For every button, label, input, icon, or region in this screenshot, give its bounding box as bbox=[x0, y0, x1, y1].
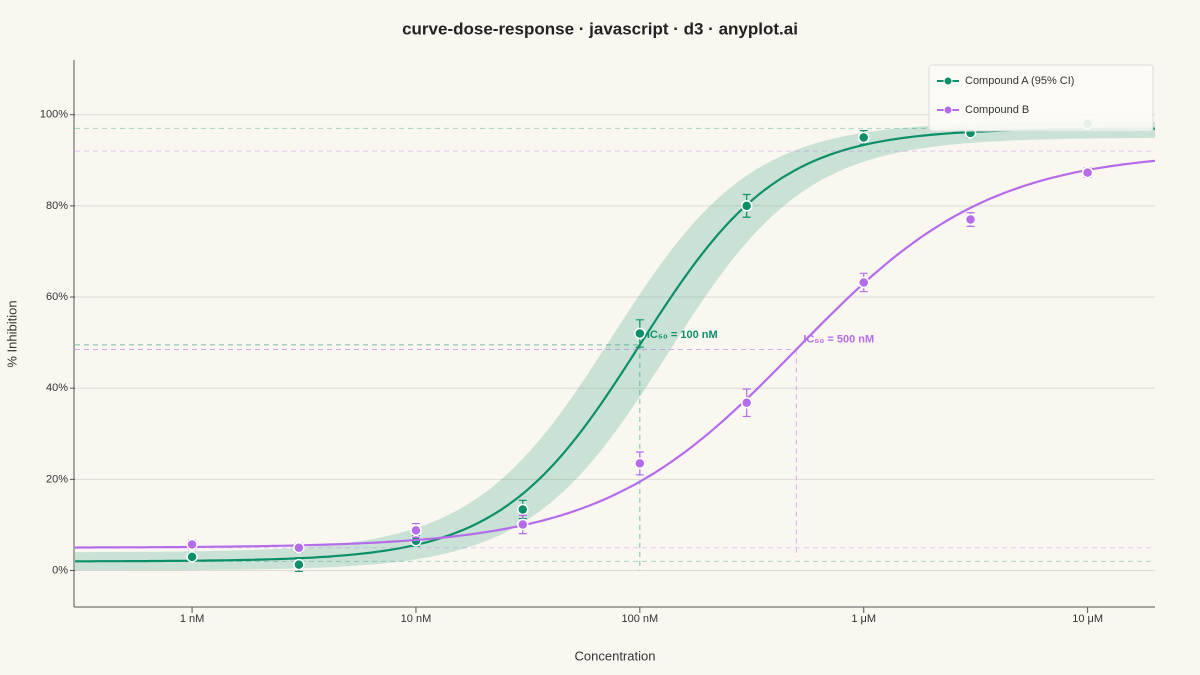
y-tick-label: 60% bbox=[46, 291, 68, 303]
legend-label: Compound B bbox=[965, 104, 1029, 116]
legend-label: Compound A (95% CI) bbox=[965, 75, 1074, 87]
y-tick-label: 80% bbox=[46, 200, 68, 212]
legend-marker bbox=[943, 105, 953, 115]
x-tick-label: 1 nM bbox=[180, 613, 204, 625]
data-point bbox=[293, 541, 305, 554]
data-point bbox=[186, 538, 198, 551]
data-point bbox=[634, 327, 646, 340]
data-point bbox=[1081, 166, 1094, 179]
x-tick-label: 10 μM bbox=[1072, 613, 1103, 625]
fit-curve bbox=[75, 159, 1156, 549]
data-point bbox=[857, 276, 870, 289]
legend-marker bbox=[943, 76, 953, 86]
ic50-annotation: IC₅₀ = 500 nM bbox=[803, 333, 874, 345]
y-tick-label: 40% bbox=[46, 382, 68, 394]
legend: Compound A (95% CI) Compound B bbox=[928, 64, 1154, 132]
ci-band bbox=[75, 121, 1155, 571]
ic50-annotation: IC₅₀ = 100 nM bbox=[647, 329, 718, 341]
data-point bbox=[857, 131, 870, 144]
data-point bbox=[740, 397, 753, 409]
x-tick-label: 100 nM bbox=[621, 613, 658, 625]
data-point bbox=[517, 518, 529, 531]
data-point bbox=[186, 551, 198, 563]
data-point bbox=[964, 213, 977, 226]
y-tick-label: 0% bbox=[52, 564, 68, 576]
data-point bbox=[634, 457, 646, 470]
data-point bbox=[410, 524, 422, 537]
data-point bbox=[740, 200, 753, 212]
data-point bbox=[517, 503, 529, 516]
data-point bbox=[293, 558, 305, 571]
y-axis-label: % Inhibition bbox=[4, 300, 19, 367]
chart-title: curve-dose-response · javascript · d3 · … bbox=[402, 19, 798, 38]
x-tick-label: 1 μM bbox=[851, 613, 876, 625]
y-tick-label: 100% bbox=[40, 109, 68, 121]
x-axis-label: Concentration bbox=[575, 648, 656, 663]
y-tick-label: 20% bbox=[46, 473, 68, 485]
x-tick-label: 10 nM bbox=[401, 613, 432, 625]
legend-box bbox=[928, 64, 1154, 132]
